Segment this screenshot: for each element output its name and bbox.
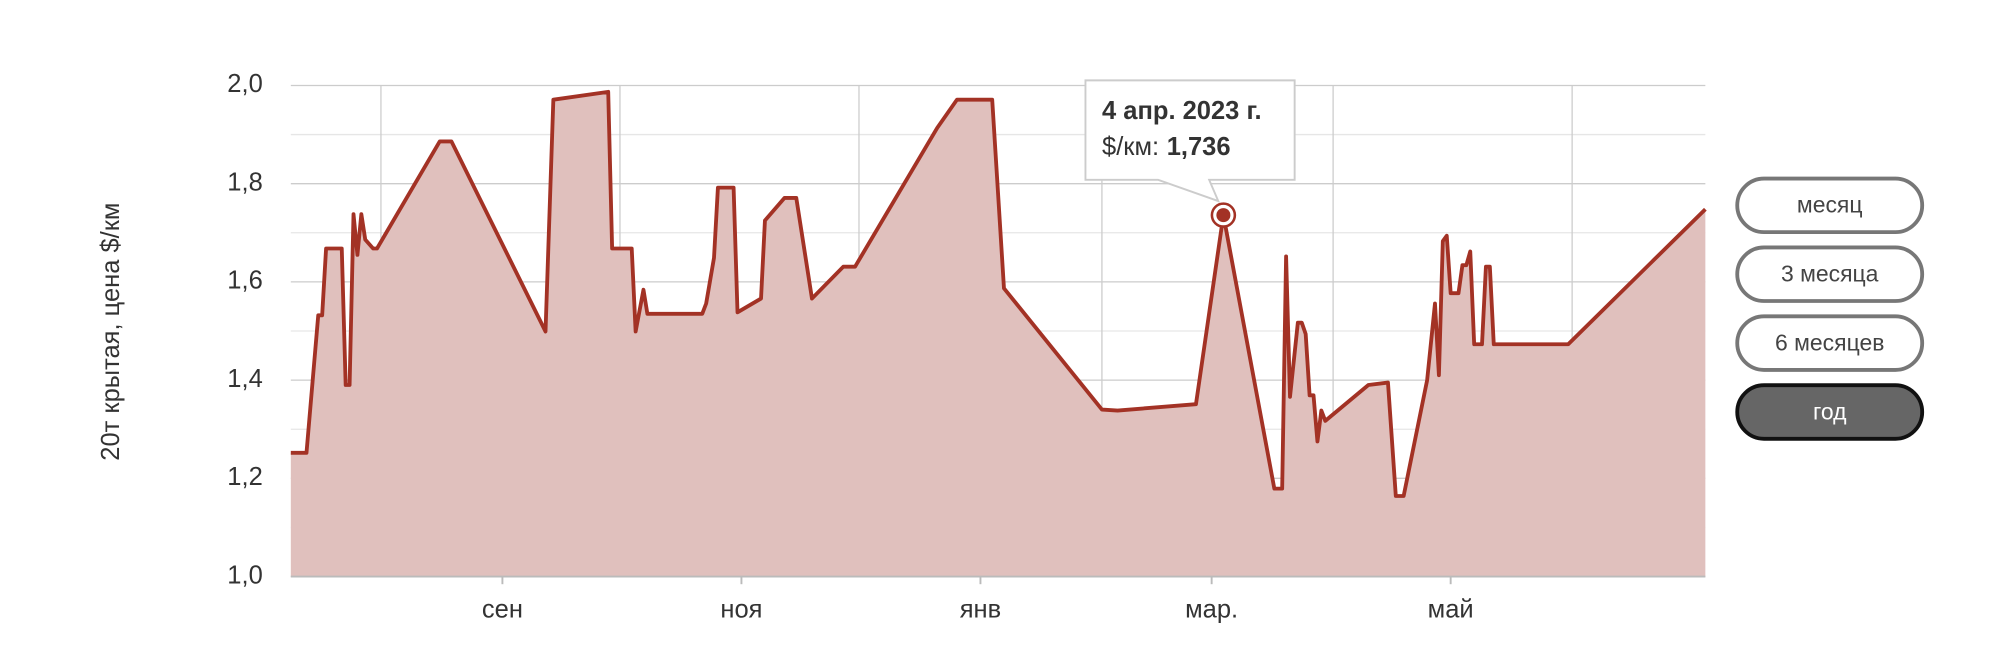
- tooltip-title: 4 апр. 2023 г.: [1102, 97, 1262, 125]
- button-frame[interactable]: [1735, 176, 1925, 235]
- x-tick-label: янв: [960, 596, 1001, 624]
- button-frame[interactable]: [1735, 245, 1925, 303]
- button-label[interactable]: год: [1813, 398, 1847, 424]
- range-button[interactable]: 3 месяца: [1735, 245, 1925, 303]
- highlight-point: [1216, 208, 1231, 223]
- area: [290, 91, 1706, 577]
- tooltip-label: $/км:: [1102, 133, 1159, 161]
- range-button[interactable]: год: [1735, 383, 1925, 441]
- y-tick-label: 2,0: [227, 70, 262, 98]
- x-tick-label: сен: [482, 596, 523, 624]
- tooltip-value: 1,736: [1167, 133, 1231, 161]
- tooltip-line: $/км: 1,736: [1102, 133, 1231, 161]
- button-label[interactable]: 6 месяцев: [1775, 329, 1884, 355]
- y-tick-label: 1,2: [227, 463, 262, 491]
- button-frame[interactable]: [1735, 314, 1925, 372]
- x-tick-label: ноя: [720, 596, 762, 624]
- x-tick-label: мар.: [1185, 596, 1238, 624]
- y-tick-label: 1,8: [227, 168, 262, 196]
- y-axis-title: 20т крытая, цена $/км: [97, 203, 125, 461]
- range-button[interactable]: месяц: [1735, 176, 1925, 235]
- x-tick-label: май: [1428, 596, 1474, 624]
- button-label[interactable]: месяц: [1797, 192, 1863, 218]
- button-label[interactable]: 3 месяца: [1781, 261, 1879, 287]
- button-frame[interactable]: [1735, 383, 1925, 441]
- line: [290, 89, 1707, 498]
- range-button[interactable]: 6 месяцев: [1735, 314, 1925, 372]
- tooltip-box: [1084, 79, 1296, 203]
- y-tick-label: 1,0: [227, 561, 262, 589]
- y-tick-label: 1,6: [227, 267, 262, 295]
- y-tick-label: 1,4: [227, 365, 262, 393]
- tooltip: 4 апр. 2023 г. $/км: 1,736: [1084, 79, 1296, 203]
